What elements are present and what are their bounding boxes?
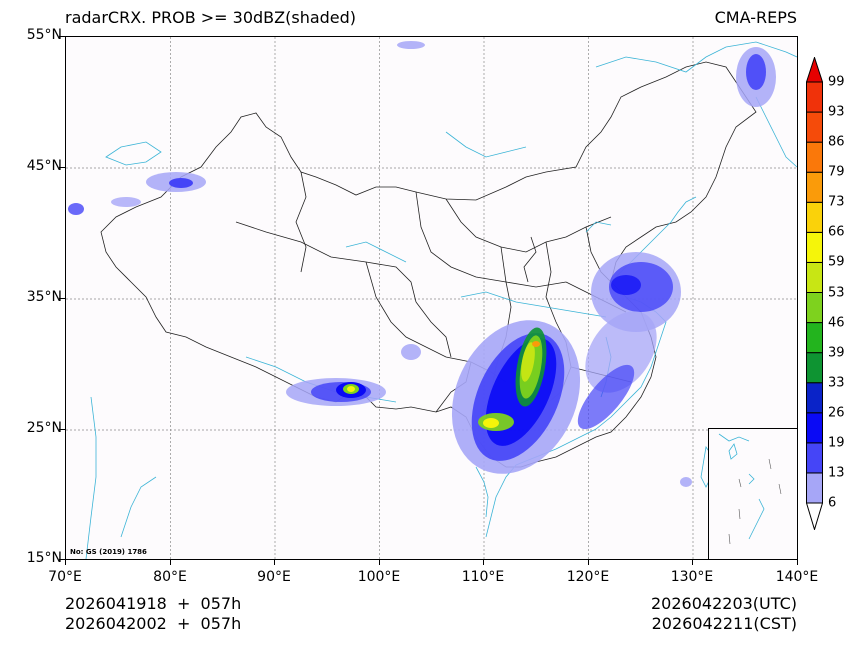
- lon-tick-mark: [170, 559, 171, 565]
- lon-tick-70: 70°E: [48, 569, 82, 585]
- lat-tick-mark: [59, 559, 65, 560]
- map-canvas: [66, 37, 797, 559]
- lon-tick-mark: [692, 559, 693, 565]
- probability-shading: [68, 41, 776, 487]
- colorbar-tick-label: 86: [828, 134, 845, 150]
- colorbar: [805, 55, 824, 532]
- lon-tick-120: 120°E: [566, 569, 610, 585]
- colorbar-tick-label: 33: [828, 375, 845, 391]
- lon-tick-90: 90°E: [257, 569, 291, 585]
- colorbar-tick-label: 26: [828, 405, 845, 421]
- colorbar-tick-label: 93: [828, 104, 845, 120]
- lat-tick-mark: [59, 36, 65, 37]
- map-review-number: No: GS (2019) 1786: [70, 548, 147, 556]
- model-name: CMA-REPS: [714, 8, 797, 27]
- colorbar-tick-label: 53: [828, 285, 845, 300]
- lon-tick-mark: [483, 559, 484, 565]
- colorbar-tick-label: 6: [828, 495, 837, 511]
- map-title: radarCRX. PROB >= 30dBZ(shaded): [65, 8, 357, 27]
- valid-utc: 2026042203(UTC): [651, 594, 797, 613]
- colorbar-tick-label: 59: [828, 254, 845, 270]
- colorbar-tick-label: 39: [828, 345, 845, 361]
- lon-tick-140: 140°E: [775, 569, 819, 585]
- lat-tick-35: 35°N: [26, 289, 62, 305]
- colorbar-tick-label: 99: [828, 74, 845, 90]
- south-china-sea-inset: [708, 428, 797, 559]
- lat-tick-mark: [59, 298, 65, 299]
- lat-tick-mark: [59, 429, 65, 430]
- colorbar-tick-label: 73: [828, 194, 845, 210]
- lon-tick-100: 100°E: [357, 569, 401, 585]
- colorbar-tick-label: 79: [828, 164, 845, 180]
- init-utc: 2026041918 + 057h: [65, 594, 242, 613]
- lon-tick-mark: [65, 559, 66, 565]
- lat-tick-15: 15°N: [26, 550, 62, 566]
- lon-tick-130: 130°E: [670, 569, 714, 585]
- forecast-init-info: 2026041918 + 057h 2026042002 + 057h: [65, 594, 241, 634]
- lon-tick-80: 80°E: [153, 569, 187, 585]
- colorbar-tick-label: 46: [828, 315, 845, 331]
- lon-tick-mark: [797, 559, 798, 565]
- lon-tick-mark: [379, 559, 380, 565]
- lon-tick-110: 110°E: [461, 569, 505, 585]
- lat-tick-55: 55°N: [26, 27, 62, 43]
- lat-tick-25: 25°N: [26, 420, 62, 436]
- lon-tick-mark: [274, 559, 275, 565]
- lon-tick-mark: [588, 559, 589, 565]
- colorbar-tick-label: 13: [828, 465, 845, 481]
- colorbar-tick-label: 19: [828, 435, 845, 451]
- colorbar-tick-label: 66: [828, 224, 845, 240]
- forecast-valid-info: 2026042203(UTC) 2026042211(CST): [651, 594, 797, 634]
- init-cst: 2026042002 + 057h: [65, 614, 242, 633]
- lat-tick-45: 45°N: [26, 158, 62, 174]
- lat-tick-mark: [59, 167, 65, 168]
- map-plot-area[interactable]: No: GS (2019) 1786: [65, 36, 798, 560]
- valid-cst: 2026042211(CST): [651, 614, 797, 633]
